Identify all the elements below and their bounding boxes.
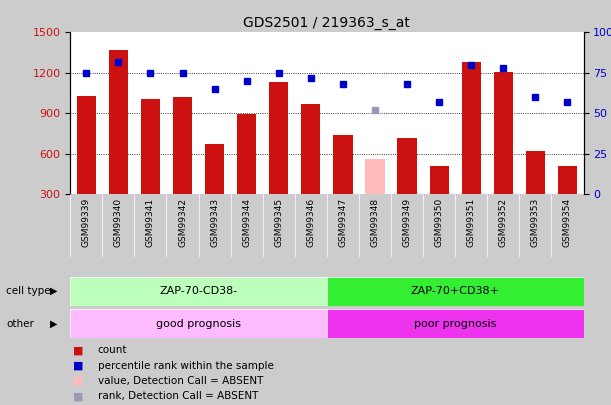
Text: good prognosis: good prognosis — [156, 319, 241, 328]
Text: ■: ■ — [73, 376, 84, 386]
Text: GSM99350: GSM99350 — [434, 198, 444, 247]
Text: poor prognosis: poor prognosis — [414, 319, 496, 328]
Text: ■: ■ — [73, 392, 84, 401]
Bar — [77, 96, 96, 194]
Bar — [237, 114, 257, 194]
Text: cell type: cell type — [6, 286, 51, 296]
Text: GSM99346: GSM99346 — [306, 198, 315, 247]
Text: ZAP-70+CD38+: ZAP-70+CD38+ — [411, 286, 500, 296]
Text: GSM99345: GSM99345 — [274, 198, 284, 247]
Text: percentile rank within the sample: percentile rank within the sample — [98, 361, 274, 371]
Bar — [301, 104, 320, 194]
Text: GSM99351: GSM99351 — [467, 198, 476, 247]
Text: GSM99352: GSM99352 — [499, 198, 508, 247]
Bar — [462, 62, 481, 194]
Bar — [173, 97, 192, 194]
Text: value, Detection Call = ABSENT: value, Detection Call = ABSENT — [98, 376, 263, 386]
Bar — [205, 145, 224, 194]
Text: GSM99344: GSM99344 — [242, 198, 251, 247]
Text: GSM99354: GSM99354 — [563, 198, 572, 247]
Text: rank, Detection Call = ABSENT: rank, Detection Call = ABSENT — [98, 392, 258, 401]
Bar — [365, 159, 385, 194]
Bar — [430, 166, 448, 194]
Bar — [398, 138, 417, 194]
Bar — [327, 277, 584, 306]
Title: GDS2501 / 219363_s_at: GDS2501 / 219363_s_at — [243, 16, 411, 30]
Text: ZAP-70-CD38-: ZAP-70-CD38- — [159, 286, 238, 296]
Bar — [327, 309, 584, 338]
Bar — [141, 98, 160, 194]
Text: GSM99349: GSM99349 — [403, 198, 412, 247]
Bar — [70, 309, 327, 338]
Text: GSM99348: GSM99348 — [370, 198, 379, 247]
Bar — [558, 166, 577, 194]
Bar — [334, 135, 353, 194]
Text: GSM99347: GSM99347 — [338, 198, 348, 247]
Text: GSM99340: GSM99340 — [114, 198, 123, 247]
Text: GSM99342: GSM99342 — [178, 198, 187, 247]
Text: ▶: ▶ — [50, 319, 57, 328]
Text: GSM99339: GSM99339 — [82, 198, 91, 247]
Text: other: other — [6, 319, 34, 328]
Bar — [494, 72, 513, 194]
Bar — [525, 151, 545, 194]
Text: count: count — [98, 345, 127, 355]
Text: GSM99341: GSM99341 — [146, 198, 155, 247]
Text: ■: ■ — [73, 345, 84, 355]
Bar — [269, 82, 288, 194]
Text: ■: ■ — [73, 361, 84, 371]
Text: GSM99343: GSM99343 — [210, 198, 219, 247]
Bar — [70, 277, 327, 306]
Bar — [109, 50, 128, 194]
Text: ▶: ▶ — [50, 286, 57, 296]
Text: GSM99353: GSM99353 — [531, 198, 540, 247]
